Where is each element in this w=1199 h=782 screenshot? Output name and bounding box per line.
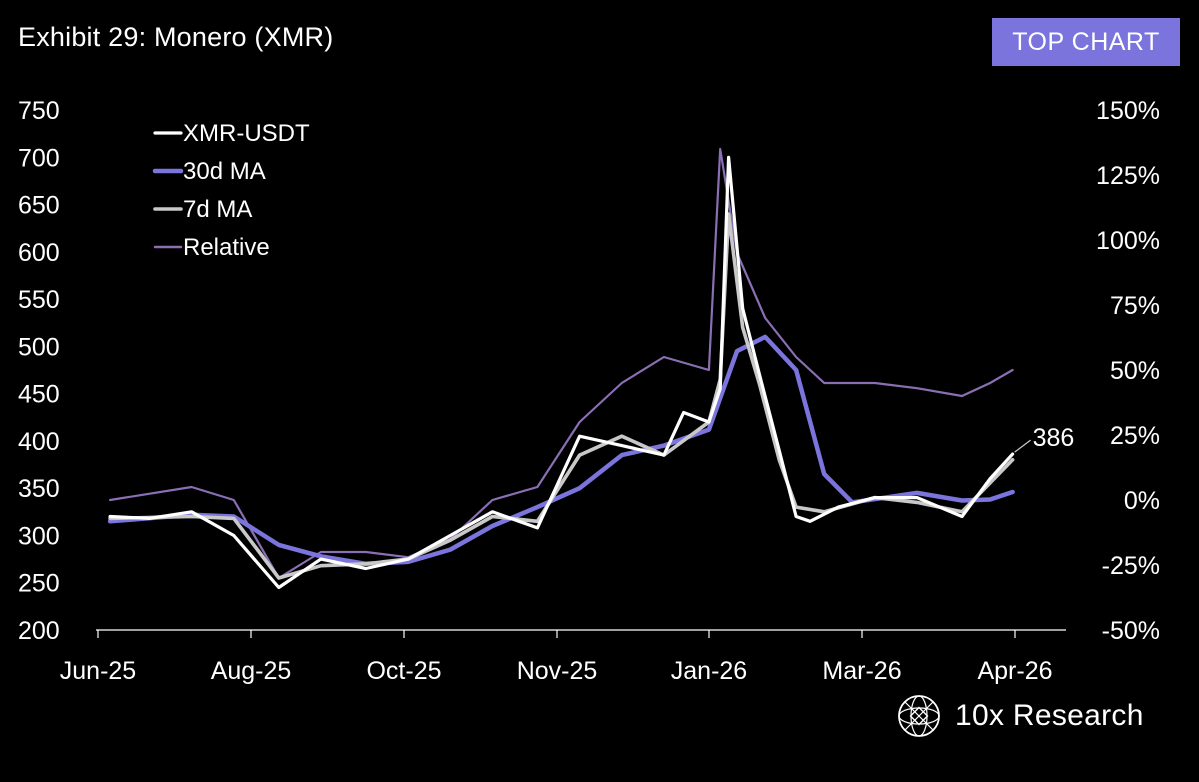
right-tick-label: 125%: [1096, 162, 1160, 190]
left-axis-ticks: 750 700 650 600 550 500 450 400 350 300 250 200: [18, 97, 60, 645]
right-tick-label: 75%: [1110, 292, 1160, 320]
left-tick-label: 350: [18, 475, 60, 503]
left-tick-label: 750: [18, 97, 60, 125]
x-tick-label: Jun-25: [60, 657, 136, 685]
legend-label: 30d MA: [183, 158, 266, 185]
right-tick-label: -25%: [1102, 552, 1160, 580]
chart-title: Exhibit 29: Monero (XMR): [18, 22, 334, 52]
brand-footer: 10x Research: [897, 694, 1144, 738]
right-tick-label: -50%: [1102, 617, 1160, 645]
left-tick-label: 200: [18, 617, 60, 645]
left-tick-label: 500: [18, 333, 60, 361]
x-tick-label: Oct-25: [366, 657, 441, 685]
x-tick-label: Jan-26: [671, 657, 747, 685]
last-value-annotation: 386: [1014, 424, 1075, 453]
x-tick-label: Aug-25: [211, 657, 292, 685]
last-value-leader: [1014, 439, 1031, 453]
top-chart-badge: TOP CHART: [992, 18, 1180, 66]
last-value-label: 386: [1033, 424, 1075, 452]
legend-label: XMR-USDT: [183, 120, 310, 147]
left-tick-label: 600: [18, 239, 60, 267]
left-tick-label: 300: [18, 522, 60, 550]
legend-label: Relative: [183, 234, 270, 261]
globe-grid-icon: [898, 695, 940, 737]
left-tick-label: 550: [18, 286, 60, 314]
right-tick-label: 25%: [1110, 422, 1160, 450]
right-tick-label: 50%: [1110, 357, 1160, 385]
right-tick-label: 150%: [1096, 97, 1160, 125]
x-tick-label: Mar-26: [822, 657, 901, 685]
right-tick-label: 100%: [1096, 227, 1160, 255]
left-tick-label: 250: [18, 570, 60, 598]
legend: XMR-USDT 30d MA 7d MA Relative: [152, 120, 310, 261]
x-tick-label: Nov-25: [517, 657, 598, 685]
right-tick-label: 0%: [1124, 487, 1160, 515]
left-tick-label: 700: [18, 144, 60, 172]
brand-name: 10x Research: [955, 699, 1144, 732]
left-tick-label: 450: [18, 381, 60, 409]
series-lines: [107, 147, 1015, 590]
x-tick-label: Apr-26: [977, 657, 1052, 685]
left-tick-label: 650: [18, 192, 60, 220]
legend-label: 7d MA: [183, 196, 252, 223]
x-axis-ticks: Jun-25 Aug-25 Oct-25 Nov-25 Jan-26 Mar-26 Apr-…: [60, 630, 1053, 685]
right-axis-ticks: 150% 125% 100% 75% 50% 25% 0% -25% -50%: [1096, 97, 1160, 645]
left-tick-label: 400: [18, 428, 60, 456]
